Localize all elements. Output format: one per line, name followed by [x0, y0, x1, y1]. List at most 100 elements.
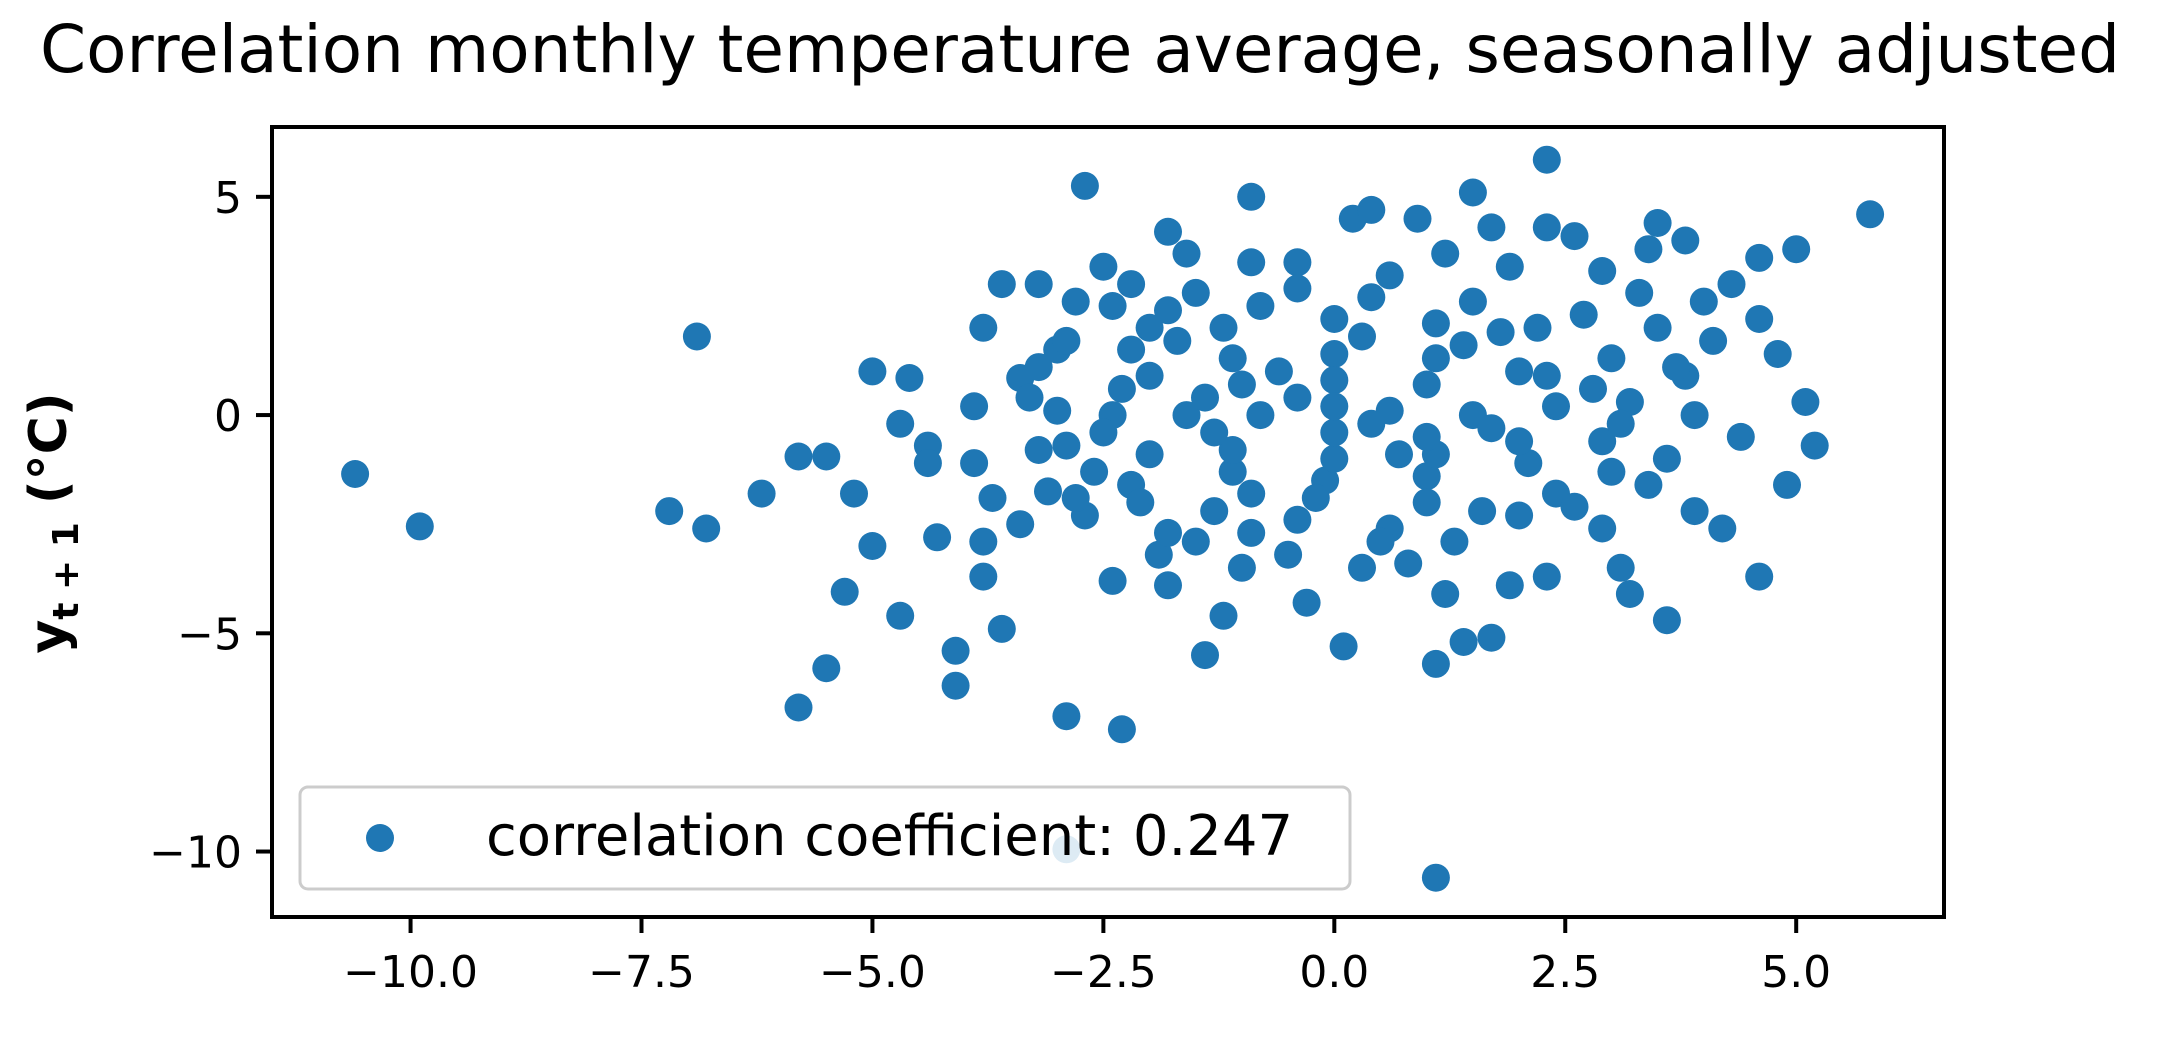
scatter-point — [1357, 283, 1386, 312]
scatter-point — [1458, 178, 1487, 207]
scatter-point — [1652, 606, 1681, 635]
scatter-point — [405, 512, 434, 541]
scatter-point — [1726, 422, 1755, 451]
scatter-point — [1348, 322, 1376, 351]
scatter-point — [1643, 209, 1672, 237]
legend: correlation coefficient: 0.247 — [298, 785, 1352, 891]
scatter-point — [1366, 527, 1395, 556]
scatter-point — [960, 392, 989, 421]
scatter-points — [341, 145, 1885, 892]
scatter-point — [886, 409, 915, 438]
scatter-point — [1606, 409, 1635, 438]
scatter-point — [1172, 239, 1201, 268]
scatter-point — [1477, 623, 1506, 652]
scatter-point — [1662, 353, 1691, 382]
scatter-point — [1098, 566, 1127, 595]
scatter-point — [1135, 440, 1164, 469]
scatter-point — [1680, 497, 1709, 526]
scatter-point — [747, 479, 776, 508]
y-tick-label: −5 — [177, 609, 242, 660]
scatter-point — [1569, 300, 1598, 329]
scatter-point — [1126, 488, 1155, 517]
scatter-point — [1856, 200, 1885, 229]
scatter-point — [1089, 418, 1118, 447]
scatter-point — [987, 270, 1016, 299]
scatter-point — [1163, 326, 1192, 355]
scatter-point — [1449, 628, 1478, 656]
scatter-point — [1514, 449, 1543, 478]
scatter-point — [1200, 418, 1229, 447]
scatter-point — [1052, 431, 1081, 460]
scatter-point — [1689, 287, 1718, 316]
scatter-point — [1024, 270, 1053, 299]
scatter-point — [1283, 383, 1312, 412]
scatter-point — [1283, 248, 1312, 277]
x-axis: −10.0 −7.5 −5.0 −2.5 0.0 2.5 5.0 — [343, 917, 1831, 998]
scatter-point — [1708, 514, 1737, 543]
scatter-point — [1699, 326, 1728, 355]
scatter-point — [1107, 374, 1136, 403]
scatter-point — [1588, 514, 1617, 543]
scatter-point — [1532, 213, 1561, 242]
scatter-point — [1421, 309, 1450, 338]
scatter-point — [969, 527, 998, 556]
scatter-point — [1477, 414, 1506, 443]
x-tick-label: 5.0 — [1761, 947, 1831, 998]
scatter-point — [784, 693, 813, 722]
scatter-point — [1495, 571, 1524, 600]
scatter-point — [1144, 540, 1173, 569]
scatter-point — [1237, 479, 1266, 508]
scatter-point — [913, 449, 942, 478]
scatter-point — [969, 562, 998, 591]
scatter-point — [1320, 392, 1349, 421]
plot-frame — [270, 125, 1946, 919]
scatter-point — [1301, 484, 1330, 512]
scatter-point — [1458, 287, 1487, 316]
scatter-point — [886, 601, 915, 630]
scatter-point — [1532, 562, 1561, 591]
scatter-point — [1218, 436, 1247, 464]
scatter-point — [692, 514, 721, 543]
scatter-point — [1274, 540, 1303, 569]
scatter-point — [1597, 457, 1626, 486]
y-axis-label: yt + 1 (°C) — [19, 392, 87, 653]
scatter-point — [1237, 182, 1266, 211]
scatter-point — [1421, 863, 1450, 892]
scatter-point — [941, 671, 970, 700]
scatter-point — [1209, 601, 1238, 630]
x-tick-label: −5.0 — [819, 947, 926, 998]
scatter-point — [1588, 427, 1617, 456]
scatter-point — [1357, 409, 1386, 438]
scatter-point — [1070, 171, 1099, 200]
scatter-point — [682, 322, 711, 351]
scatter-point — [1634, 470, 1663, 499]
scatter-point — [1191, 383, 1219, 412]
scatter-point — [1449, 331, 1478, 360]
scatter-point — [1542, 392, 1570, 421]
scatter-point — [1375, 261, 1404, 290]
scatter-point — [1745, 562, 1774, 591]
scatter-point — [1745, 305, 1774, 333]
scatter-point — [1227, 370, 1256, 399]
scatter-point — [1440, 527, 1469, 556]
scatter-point — [1320, 305, 1349, 333]
scatter-point — [1385, 440, 1413, 469]
scatter-point — [895, 364, 924, 392]
x-tick-label: −7.5 — [588, 947, 695, 998]
scatter-point — [830, 577, 859, 606]
scatter-point — [1107, 715, 1136, 744]
scatter-point — [1320, 418, 1349, 447]
scatter-point — [960, 449, 989, 478]
scatter-point — [1080, 457, 1109, 486]
scatter-point — [1154, 571, 1182, 600]
scatter-point — [1154, 296, 1182, 325]
scatter-point — [1246, 292, 1275, 320]
y-tick-label: 0 — [214, 391, 242, 442]
scatter-point — [1773, 470, 1801, 499]
scatter-point — [1486, 318, 1515, 347]
scatter-point — [978, 484, 1007, 512]
scatter-point — [1652, 444, 1681, 473]
scatter-point — [1283, 274, 1312, 303]
scatter-point — [1227, 553, 1256, 582]
